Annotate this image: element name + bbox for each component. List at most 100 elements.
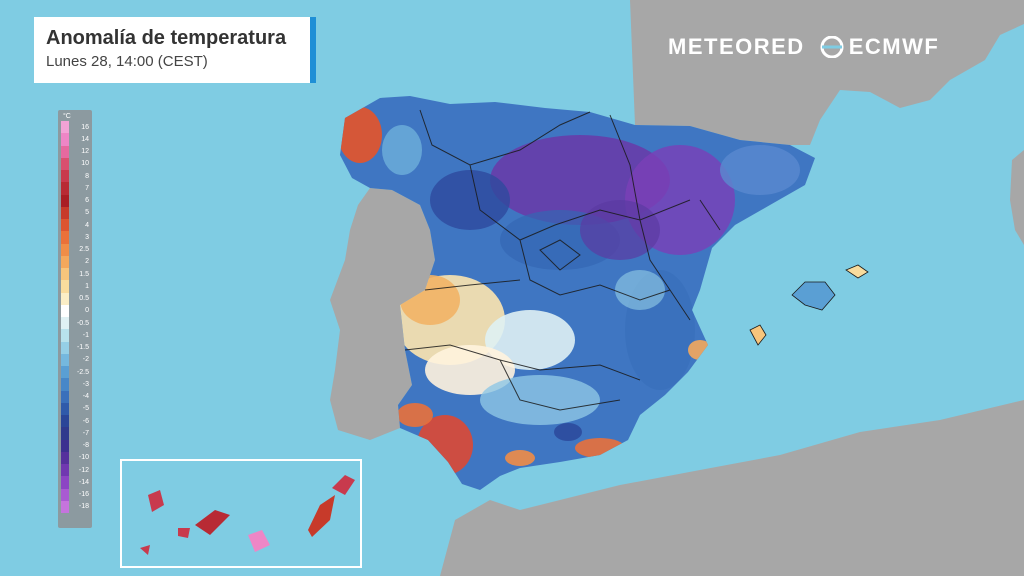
- legend-label: -2: [82, 356, 89, 364]
- legend-row: 12: [61, 145, 89, 158]
- legend-swatch: [61, 378, 70, 391]
- legend-swatch: [61, 145, 70, 158]
- legend-label: 12: [81, 148, 89, 156]
- legend-label: -3: [82, 380, 89, 388]
- legend-row: 3: [61, 231, 89, 244]
- legend-swatch: [61, 488, 70, 501]
- legend-label: -10: [78, 454, 89, 462]
- legend-swatch: [61, 121, 70, 134]
- legend-row: 2.5: [61, 243, 89, 256]
- legend-label: -7: [82, 429, 89, 437]
- canary-inset-frame: [120, 459, 362, 568]
- legend-label: 4: [85, 221, 89, 229]
- legend-label: -12: [78, 466, 89, 474]
- legend-swatch: [61, 415, 70, 428]
- legend-row: 10: [61, 157, 89, 170]
- balearic-islands: [749, 264, 869, 346]
- legend-label: 0: [85, 307, 89, 315]
- legend-row: -1: [61, 329, 89, 342]
- legend-row: 1.5: [61, 268, 89, 281]
- legend-row: -18: [61, 500, 89, 513]
- legend-label: 10: [81, 160, 89, 168]
- ecmwf-icon: [820, 36, 844, 58]
- legend-swatch: [61, 464, 70, 477]
- date-subtitle: Lunes 28, 14:00 (CEST): [46, 53, 208, 70]
- legend-row: -12: [61, 464, 89, 477]
- legend-swatch: [61, 243, 70, 256]
- legend-row: 4: [61, 219, 89, 232]
- legend-label: -5: [82, 405, 89, 413]
- legend-row: 0: [61, 304, 89, 317]
- legend-swatch: [61, 268, 70, 281]
- legend-swatch: [61, 390, 70, 403]
- legend-label: -1: [82, 331, 89, 339]
- legend-row: 1: [61, 280, 89, 293]
- legend-swatch: [61, 304, 70, 317]
- legend-row: 5: [61, 206, 89, 219]
- legend-row: -8: [61, 439, 89, 452]
- legend-row: 2: [61, 255, 89, 268]
- legend-swatch: [61, 439, 70, 452]
- legend-swatch: [61, 182, 70, 195]
- surrounding-land: [330, 0, 1024, 576]
- legend-label: 1: [85, 282, 89, 290]
- legend-swatch: [61, 206, 70, 219]
- legend-label: 6: [85, 197, 89, 205]
- legend-swatch: [61, 292, 70, 305]
- meteored-logo: METEORED: [668, 34, 805, 59]
- spain-anomaly-field: [340, 96, 815, 490]
- legend-swatch: [61, 317, 70, 330]
- legend-label: 8: [85, 172, 89, 180]
- legend-label: -6: [82, 417, 89, 425]
- legend-swatch: [61, 157, 70, 170]
- legend-swatch: [61, 280, 70, 293]
- legend-row: 14: [61, 133, 89, 146]
- legend-row: 8: [61, 170, 89, 183]
- legend-swatch: [61, 255, 70, 268]
- legend-swatch: [61, 500, 70, 513]
- legend-swatch: [61, 353, 70, 366]
- legend-swatch: [61, 451, 70, 464]
- legend-row: 16: [61, 121, 89, 134]
- legend-swatch: [61, 194, 70, 207]
- legend-row: -3: [61, 378, 89, 391]
- legend-label: -2.5: [76, 368, 89, 376]
- legend-row: -2.5: [61, 366, 89, 379]
- legend-label: 2.5: [79, 246, 89, 254]
- legend-swatch: [61, 476, 70, 489]
- legend-row: 7: [61, 182, 89, 195]
- legend-swatch: [61, 329, 70, 342]
- legend-label: 0.5: [79, 295, 89, 303]
- legend-row: -4: [61, 390, 89, 403]
- legend-label: -4: [82, 393, 89, 401]
- legend-row: 0.5: [61, 292, 89, 305]
- canary-islands: [140, 475, 355, 555]
- legend-label: 5: [85, 209, 89, 217]
- title-panel: Anomalía de temperatura Lunes 28, 14:00 …: [34, 17, 316, 83]
- legend-label: -18: [78, 503, 89, 511]
- legend-swatch: [61, 402, 70, 415]
- legend-swatch: [61, 219, 70, 232]
- legend-row: -5: [61, 402, 89, 415]
- legend-label: 2: [85, 258, 89, 266]
- legend-swatch: [61, 427, 70, 440]
- ecmwf-logo: ECMWF: [819, 34, 940, 60]
- legend-label: 7: [85, 184, 89, 192]
- legend-label: -0.5: [76, 319, 89, 327]
- legend-row: -0.5: [61, 317, 89, 330]
- legend-row: -10: [61, 451, 89, 464]
- legend-row: -2: [61, 353, 89, 366]
- legend-label: 16: [81, 123, 89, 131]
- legend-label: -14: [78, 478, 89, 486]
- ecmwf-text: ECMWF: [848, 34, 940, 59]
- legend-label: 3: [85, 233, 89, 241]
- legend-label: 1.5: [79, 270, 89, 278]
- legend-label: -16: [78, 491, 89, 499]
- legend: °C 16 14 12 10 8 7 6 5 4 3 2.5 2 1.5 1 0.5 0 -0.5 -1 -1.5 -…: [58, 110, 92, 528]
- legend-row: -7: [61, 427, 89, 440]
- legend-row: -16: [61, 488, 89, 501]
- legend-label: -1.5: [76, 344, 89, 352]
- legend-scale: 16 14 12 10 8 7 6 5 4 3 2.5 2 1.5 1 0.5 0 -0.5 -1 -1.5 -2 -2…: [61, 121, 89, 513]
- legend-swatch: [61, 366, 70, 379]
- legend-unit: °C: [63, 113, 71, 120]
